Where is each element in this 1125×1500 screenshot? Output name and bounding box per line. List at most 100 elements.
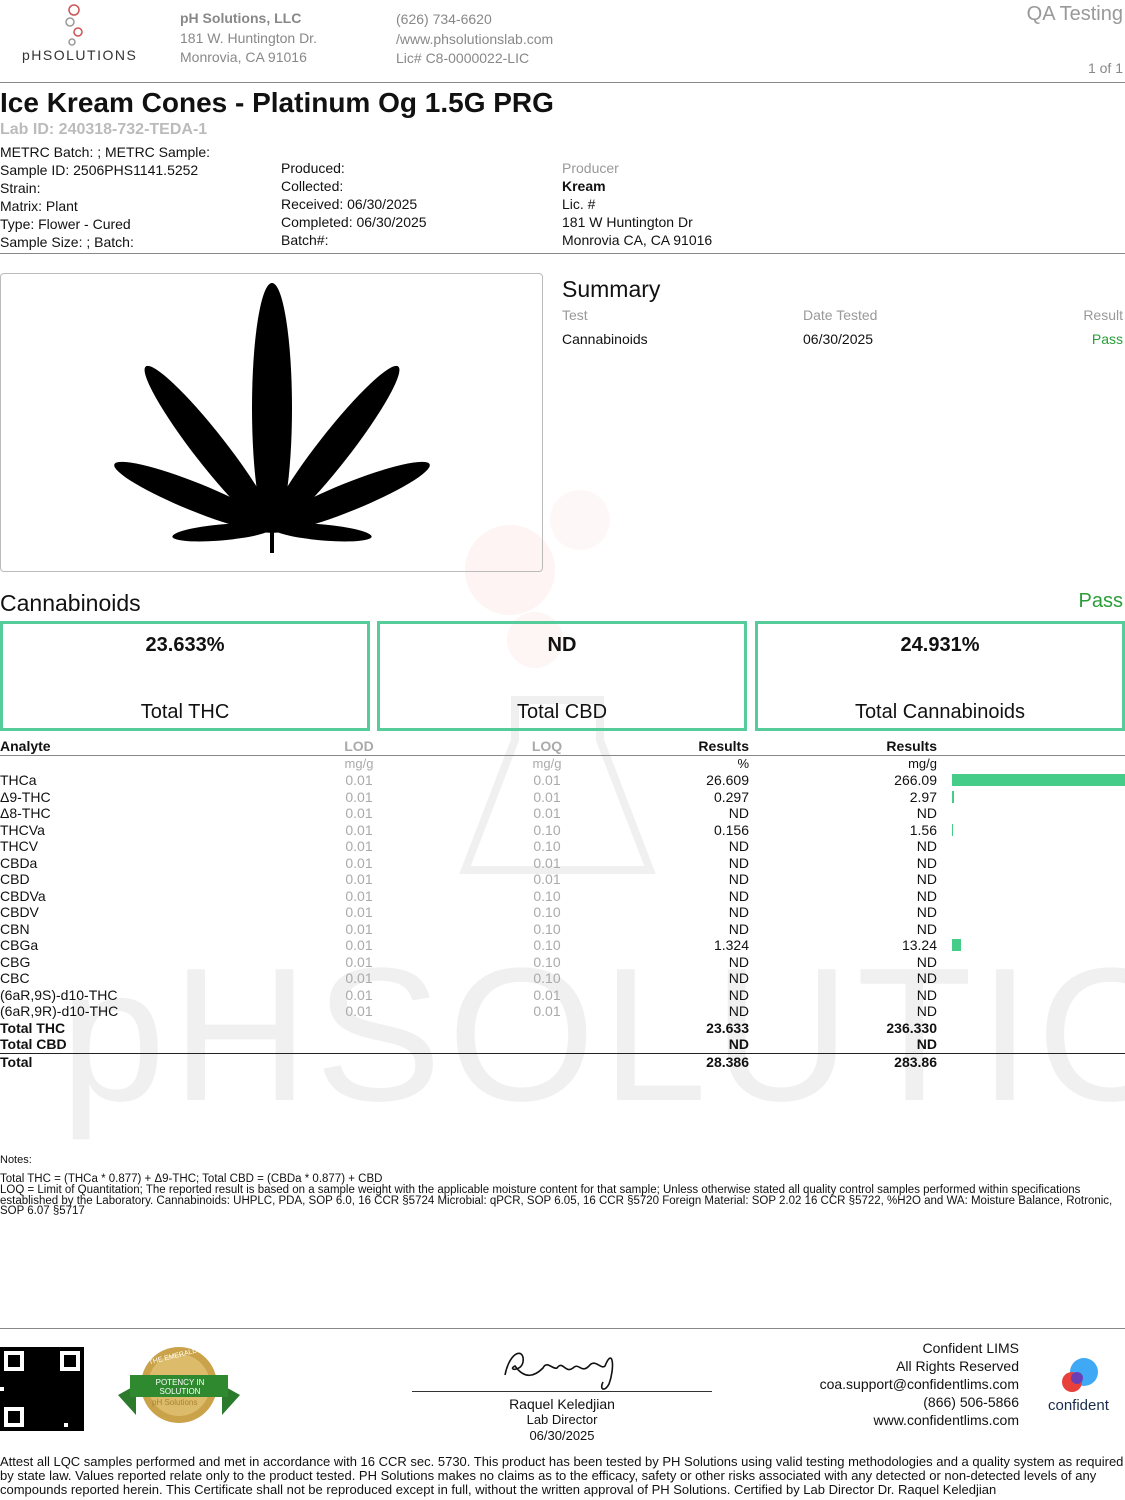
qr-module <box>68 1371 72 1375</box>
qr-module <box>72 1399 76 1403</box>
company-line: Monrovia, CA 91016 <box>180 49 307 65</box>
table-cell: CBD <box>0 871 30 887</box>
table-cell: THCV <box>0 838 39 854</box>
table-cell: ND <box>728 970 749 986</box>
qr-module <box>32 1387 36 1391</box>
qr-module <box>12 1391 16 1395</box>
brand-icon <box>1062 1358 1098 1392</box>
qr-module <box>72 1379 76 1383</box>
qr-module <box>68 1403 72 1407</box>
producer-line: Monrovia CA, CA 91016 <box>562 232 713 248</box>
table-cell: 0.01 <box>533 772 561 788</box>
seal-text: POTENCY IN SOLUTION <box>155 1378 205 1396</box>
qr-module <box>12 1411 16 1415</box>
table-cell: ND <box>916 805 937 821</box>
qr-module <box>28 1383 32 1387</box>
table-cell: CBG <box>0 953 31 970</box>
qr-module <box>60 1387 64 1391</box>
qr-module <box>40 1359 44 1363</box>
table-cell: 0.01 <box>345 772 373 788</box>
qr-module <box>60 1411 64 1415</box>
qr-module <box>40 1387 44 1391</box>
qr-module <box>68 1411 72 1415</box>
qr-module <box>48 1351 52 1355</box>
qr-module <box>0 1427 4 1431</box>
qr-module <box>0 1415 4 1419</box>
report-type: QA Testing <box>1026 3 1123 25</box>
qr-module <box>60 1403 64 1407</box>
sample-info: Produced: <box>281 160 345 176</box>
qr-module <box>12 1427 16 1431</box>
qr-module <box>52 1347 56 1351</box>
qr-module <box>52 1363 56 1367</box>
qr-module <box>36 1399 40 1403</box>
qr-module <box>24 1399 28 1403</box>
table-cell: CBDV <box>0 904 39 920</box>
qr-module <box>64 1399 68 1403</box>
table-cell: 13.24 <box>901 937 937 953</box>
qr-module <box>72 1375 76 1379</box>
qr-module <box>24 1395 28 1399</box>
qr-module <box>80 1371 84 1375</box>
qr-module <box>32 1419 36 1423</box>
qr-module <box>24 1419 28 1423</box>
qr-module <box>76 1403 80 1407</box>
qr-module <box>0 1407 4 1411</box>
table-cell: 0.01 <box>345 986 373 1003</box>
qr-module <box>8 1399 12 1403</box>
qr-module <box>24 1411 28 1415</box>
qr-module <box>48 1363 52 1367</box>
qr-module <box>36 1347 40 1351</box>
qr-module <box>0 1347 4 1351</box>
total-box <box>0 621 370 731</box>
qr-module <box>48 1367 52 1371</box>
table-cell: 0.01 <box>345 805 373 821</box>
qr-module <box>32 1371 36 1375</box>
table-header: LOD <box>344 738 374 754</box>
qr-module <box>72 1407 76 1411</box>
qr-module <box>56 1407 60 1411</box>
qr-module <box>76 1399 80 1403</box>
qr-module <box>12 1399 16 1403</box>
qr-module <box>28 1359 32 1363</box>
qr-module <box>32 1415 36 1419</box>
qr-module <box>20 1375 24 1379</box>
qr-module <box>4 1375 8 1379</box>
qr-module <box>80 1351 84 1355</box>
qr-module <box>0 1375 4 1379</box>
qr-module <box>36 1363 40 1367</box>
qr-module <box>36 1371 40 1375</box>
qr-module <box>32 1391 36 1395</box>
qr-module <box>36 1379 40 1383</box>
qr-module <box>68 1395 72 1399</box>
producer-line: Lic. # <box>562 196 596 212</box>
page-number: 1 of 1 <box>1087 60 1123 76</box>
qr-module <box>40 1391 44 1395</box>
qr-module <box>32 1403 36 1407</box>
qr-module <box>4 1399 8 1403</box>
table-cell: 0.10 <box>533 970 561 986</box>
table-cell: 0.01 <box>345 953 373 970</box>
qr-module <box>48 1407 52 1411</box>
qr-module <box>40 1375 44 1379</box>
qr-module <box>8 1379 12 1383</box>
qr-module <box>68 1379 72 1383</box>
qr-module <box>12 1347 16 1351</box>
qr-module <box>44 1355 48 1359</box>
qr-module <box>20 1403 24 1407</box>
total-box <box>377 621 747 731</box>
table-cell: 1.324 <box>713 937 749 953</box>
table-cell: THCVa <box>0 821 45 838</box>
table-cell: 0.10 <box>533 953 561 970</box>
qr-module <box>52 1399 56 1403</box>
signature-name: Raquel Keledjian <box>509 1396 615 1412</box>
qr-module <box>56 1387 60 1391</box>
qr-module <box>28 1391 32 1395</box>
table-cell: 0.01 <box>533 788 561 805</box>
qr-module <box>36 1383 40 1387</box>
lims-line: All Rights Reserved <box>896 1358 1019 1374</box>
qr-module <box>8 1415 12 1419</box>
qr-module <box>40 1379 44 1383</box>
qr-module <box>64 1419 68 1423</box>
qr-module <box>48 1383 52 1387</box>
